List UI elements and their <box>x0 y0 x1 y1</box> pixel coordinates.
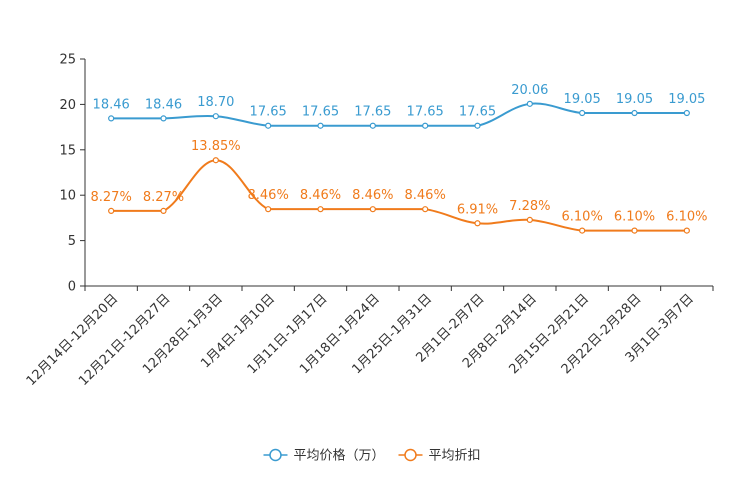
data-label: 19.05 <box>668 92 705 107</box>
series-layer: 18.46 18.46 18.70 17.65 17.65 17.65 17.65 17.65… <box>91 83 707 234</box>
y-tick-label: 25 <box>59 53 76 68</box>
data-point <box>631 227 638 234</box>
data-point <box>212 113 219 120</box>
data-point <box>369 122 376 129</box>
legend-label: 平均价格（万） <box>293 448 384 464</box>
data-point <box>683 109 690 117</box>
y-tick-label: 5 <box>68 234 76 249</box>
data-label: 17.65 <box>459 105 496 120</box>
data-label: 18.46 <box>145 97 182 112</box>
data-label: 6.10% <box>562 210 603 225</box>
y-tick-label: 0 <box>68 280 76 295</box>
data-label: 6.10% <box>666 210 707 225</box>
legend-marker-icon <box>269 448 282 462</box>
legend-label: 平均折扣 <box>429 449 481 464</box>
data-label: 18.46 <box>93 97 130 112</box>
data-label: 18.70 <box>197 95 234 110</box>
data-label: 19.05 <box>564 92 601 107</box>
series-1: 8.27% 8.27% 13.85% 8.46% 8.46% 8.46% 8.46% 6.91… <box>91 139 707 234</box>
series-0: 18.46 18.46 18.70 17.65 17.65 17.65 17.65 17.65… <box>93 83 705 129</box>
data-point <box>422 122 429 129</box>
y-tick-label: 20 <box>59 98 76 113</box>
data-label: 17.65 <box>250 105 287 120</box>
data-label: 8.46% <box>352 188 393 203</box>
data-point <box>108 207 115 215</box>
legend-item-1[interactable]: 平均折扣 <box>398 448 481 464</box>
data-label: 8.27% <box>91 190 132 205</box>
data-label: 17.65 <box>302 105 339 120</box>
legend-marker-icon <box>404 448 417 462</box>
data-point <box>526 216 533 223</box>
data-label: 13.85% <box>191 139 241 154</box>
x-tick-label: 12月21日-12月27日 <box>76 291 173 388</box>
data-point <box>317 206 324 213</box>
data-label: 6.91% <box>457 202 498 217</box>
x-tick-label: 12月14日-12月20日 <box>24 291 121 388</box>
series-line-0 <box>111 102 687 127</box>
data-label: 19.05 <box>616 92 653 107</box>
legend-item-0[interactable]: 平均价格（万） <box>263 448 385 464</box>
data-point <box>160 115 167 122</box>
data-label: 20.06 <box>511 83 548 98</box>
data-point <box>526 100 533 107</box>
data-label: 17.65 <box>407 105 444 120</box>
data-point <box>422 206 429 213</box>
data-label: 6.10% <box>614 210 655 225</box>
data-label: 8.46% <box>405 188 446 203</box>
data-label: 7.28% <box>509 199 550 214</box>
data-point <box>160 207 167 215</box>
data-point <box>474 122 481 129</box>
data-point <box>631 109 638 117</box>
y-tick-label: 15 <box>59 143 76 158</box>
data-point <box>369 206 376 213</box>
data-label: 8.27% <box>143 190 184 205</box>
data-label: 8.46% <box>248 188 289 203</box>
data-label: 17.65 <box>354 105 391 120</box>
legend[interactable]: 平均价格（万） 平均折扣 <box>263 448 481 464</box>
data-point <box>317 122 324 129</box>
data-point <box>579 227 586 234</box>
data-point <box>108 115 115 122</box>
data-point <box>265 122 272 129</box>
data-point <box>683 227 690 234</box>
data-point <box>474 220 481 227</box>
data-point <box>212 157 219 164</box>
data-point <box>265 206 272 213</box>
data-point <box>579 109 586 117</box>
data-label: 8.46% <box>300 188 341 203</box>
y-tick-label: 10 <box>59 189 76 204</box>
